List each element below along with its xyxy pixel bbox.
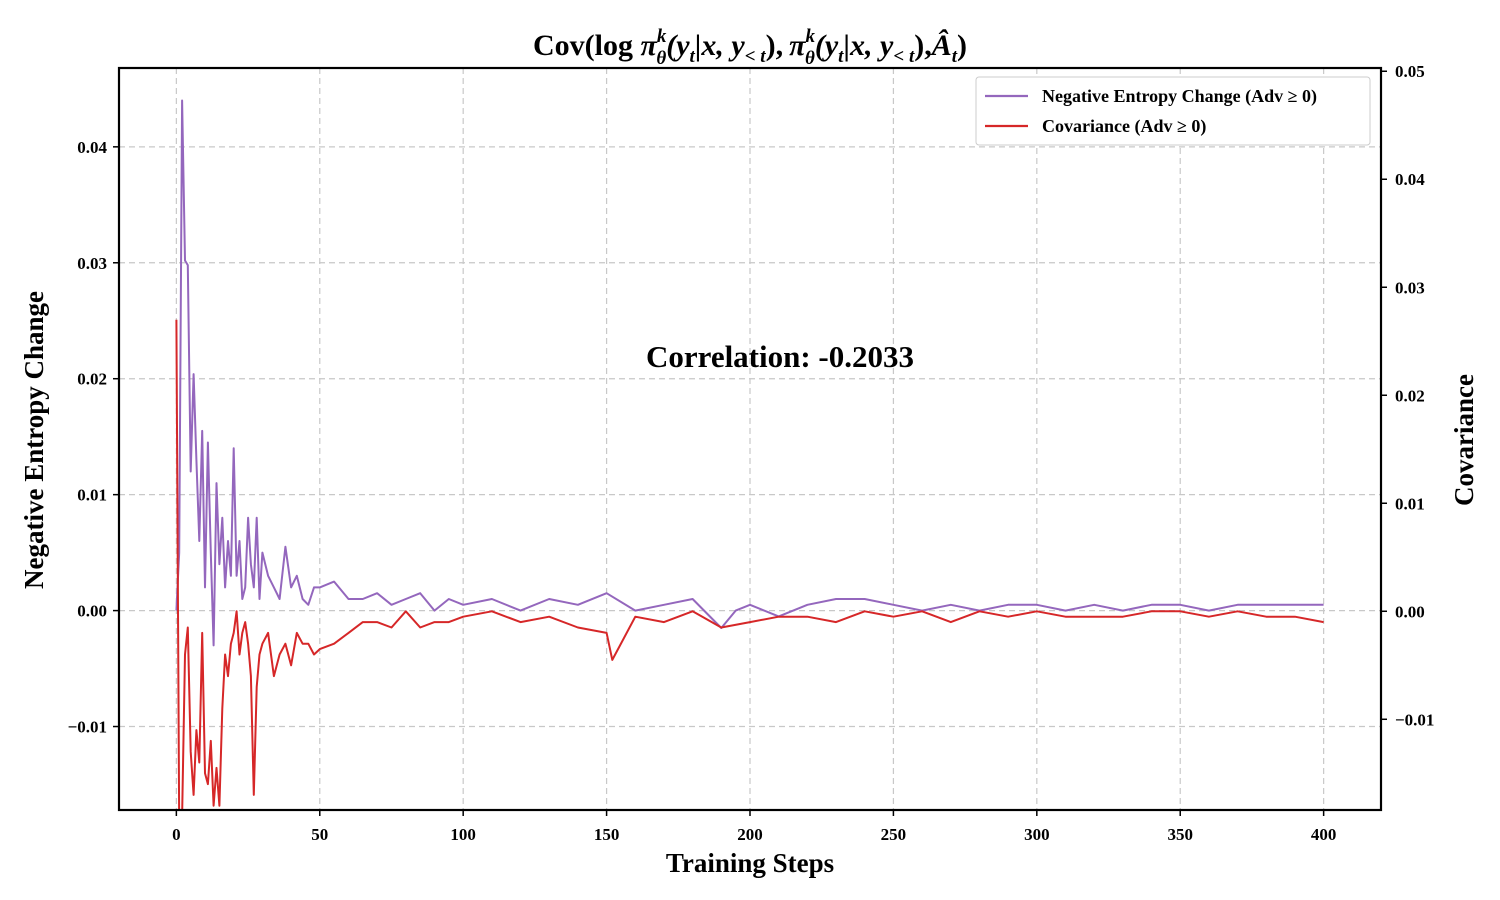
axes-layer: 0 50 100 150 200 250 300 350 400 −0.01 0.00 0.01 0.0…: [68, 62, 1435, 844]
series-line-covariance: [175, 319, 1324, 810]
plot-frame: [117, 66, 1383, 812]
x-tick-label: 200: [737, 825, 763, 844]
y-axis-right-title: Covariance: [1449, 374, 1479, 506]
x-tick-label: 250: [881, 825, 907, 844]
legend: Negative Entropy Change (Adv ≥ 0) Covari…: [975, 76, 1371, 146]
grid-lines: [119, 68, 1381, 810]
legend-box: [975, 76, 1371, 146]
y-right-tick-label: −0.01: [1395, 710, 1434, 729]
x-tick-label: 100: [450, 825, 476, 844]
y-left-tick-label: 0.03: [77, 254, 107, 273]
y-right-tick-label: 0.00: [1395, 602, 1425, 621]
y-left-tick-label: 0.00: [77, 602, 107, 621]
x-axis-title: Training Steps: [666, 848, 834, 878]
y-right-tick-label: 0.02: [1395, 386, 1425, 405]
x-tick-label: 150: [594, 825, 620, 844]
y-left-tick-label: 0.01: [77, 486, 107, 505]
y-right-tick-label: 0.01: [1395, 494, 1425, 513]
x-tick-label: 300: [1024, 825, 1050, 844]
y-right-tick-label: 0.05: [1395, 62, 1425, 81]
x-tick-label: 50: [311, 825, 328, 844]
series-layer: [175, 99, 1324, 810]
y-left-tick-label: −0.01: [68, 718, 107, 737]
correlation-annotation: Correlation: -0.2033: [646, 339, 914, 374]
chart-title: Cov(log πk θ(yt|x, y< t), πk θ(yt|x, y< t),…: [533, 26, 967, 69]
y-left-tick-label: 0.04: [77, 138, 107, 157]
y-right-tick-label: 0.04: [1395, 170, 1425, 189]
x-tick-label: 400: [1311, 825, 1337, 844]
y-left-tick-label: 0.02: [77, 370, 107, 389]
x-tick-label: 0: [172, 825, 181, 844]
legend-label-negative-entropy: Negative Entropy Change (Adv ≥ 0): [1042, 86, 1317, 107]
x-tick-label: 350: [1167, 825, 1193, 844]
y-axis-left-title: Negative Entropy Change: [19, 291, 49, 589]
series-line-negative-entropy: [175, 99, 1324, 647]
legend-label-covariance: Covariance (Adv ≥ 0): [1042, 116, 1206, 137]
y-right-tick-label: 0.03: [1395, 278, 1425, 297]
